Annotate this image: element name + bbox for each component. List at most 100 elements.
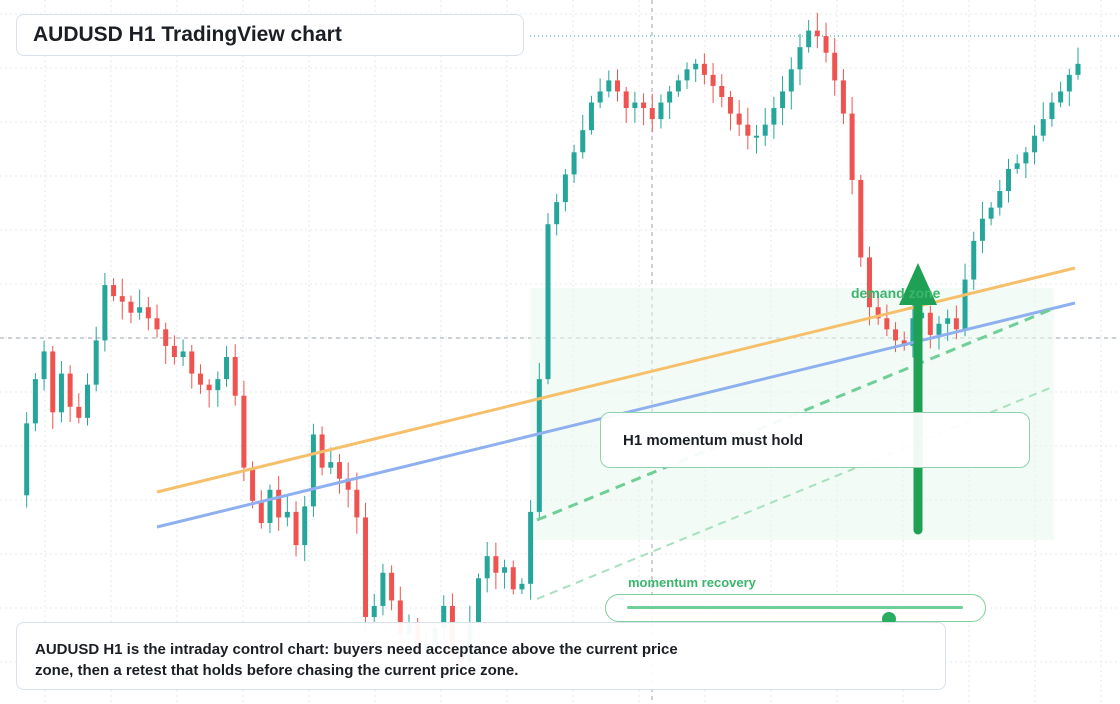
candle-bearish	[858, 179, 864, 258]
candle-bearish	[641, 102, 647, 109]
candle-bullish	[371, 605, 377, 618]
candle-bearish	[258, 500, 264, 523]
candle-bullish	[502, 567, 508, 573]
candle-bearish	[875, 307, 881, 319]
candle-bearish	[927, 312, 933, 335]
candle-bullish	[979, 218, 985, 241]
candle-bearish	[171, 345, 177, 357]
up-arrow-icon	[899, 263, 937, 305]
candle-bullish	[302, 506, 308, 546]
candle-bearish	[615, 80, 621, 92]
candle-bearish	[128, 301, 134, 313]
candle-bullish	[1023, 152, 1029, 164]
candle-bearish	[250, 467, 256, 501]
candle-bullish	[545, 224, 551, 380]
caption-panel: AUDUSD H1 is the intraday control chart:…	[16, 622, 946, 690]
candle-bullish	[571, 152, 577, 175]
candle-bearish	[884, 318, 890, 330]
candle-bullish	[32, 379, 38, 424]
candle-bullish	[24, 423, 30, 496]
candle-bullish	[684, 69, 690, 81]
candle-bearish	[510, 567, 516, 590]
candle-bearish	[649, 108, 655, 120]
candle-bullish	[224, 357, 230, 380]
candle-bearish	[119, 296, 125, 302]
caption-text: AUDUSD H1 is the intraday control chart:…	[35, 641, 678, 679]
candle-bearish	[354, 489, 360, 518]
candle-bearish	[823, 36, 829, 53]
candle-bearish	[145, 307, 151, 319]
candle-bearish	[832, 52, 838, 81]
candle-bullish	[58, 373, 64, 413]
candle-bullish	[328, 462, 334, 468]
candle-bullish	[441, 605, 447, 629]
candle-bullish	[310, 434, 316, 507]
candle-bullish	[1075, 63, 1081, 75]
candle-bullish	[1058, 91, 1064, 103]
momentum-note: H1 momentum must hold	[600, 412, 1030, 468]
candle-bullish	[606, 80, 612, 92]
candle-bullish	[754, 135, 760, 138]
candle-bullish	[658, 102, 664, 120]
candle-bullish	[780, 91, 786, 109]
candle-bullish	[806, 30, 812, 48]
candle-bearish	[710, 74, 716, 86]
candle-bullish	[215, 379, 221, 391]
candle-bullish	[380, 572, 386, 606]
candle-bearish	[814, 30, 820, 37]
candle-bearish	[493, 556, 499, 573]
candle-bullish	[936, 323, 942, 335]
candle-bearish	[866, 257, 872, 308]
candle-bearish	[163, 329, 169, 346]
candle-bullish	[475, 578, 481, 623]
candle-bearish	[67, 373, 73, 407]
candle-bullish	[1049, 102, 1055, 120]
candle-bullish	[554, 202, 560, 225]
candle-bearish	[363, 517, 369, 618]
candle-bearish	[719, 85, 725, 97]
candle-bullish	[284, 511, 290, 518]
candle-bearish	[953, 318, 959, 330]
candle-bearish	[206, 384, 212, 391]
candle-bullish	[675, 80, 681, 92]
candle-bearish	[736, 113, 742, 125]
chart-title: AUDUSD H1 TradingView chart	[16, 14, 524, 56]
candle-bearish	[397, 600, 403, 634]
demand-zone-label: demand zone	[851, 285, 941, 301]
candle-bullish	[771, 108, 777, 125]
candle-bullish	[93, 340, 99, 385]
candle-bullish	[102, 285, 108, 341]
candle-bearish	[50, 351, 56, 413]
candle-bearish	[232, 357, 238, 396]
candle-bearish	[389, 572, 395, 601]
candle-bullish	[267, 489, 273, 523]
candle-bullish	[597, 91, 603, 103]
candle-bullish	[180, 351, 186, 357]
candle-bearish	[840, 80, 846, 114]
candle-bullish	[1032, 135, 1038, 153]
candle-bullish	[588, 102, 594, 131]
candle-bearish	[111, 285, 117, 297]
candle-bullish	[667, 91, 673, 103]
candle-bullish	[41, 351, 47, 380]
candle-bearish	[745, 124, 751, 136]
candle-bullish	[536, 379, 542, 512]
candle-bullish	[1014, 163, 1020, 169]
momentum-recovery-slider[interactable]	[605, 594, 986, 626]
candle-bullish	[910, 318, 916, 346]
candle-bullish	[788, 69, 794, 92]
candle-bearish	[623, 91, 629, 109]
candle-bearish	[293, 511, 299, 546]
candle-bearish	[727, 96, 733, 114]
candle-bearish	[849, 113, 855, 180]
candlestick-series	[24, 12, 1081, 677]
candle-bullish	[693, 63, 699, 70]
candle-bearish	[241, 395, 247, 468]
candle-bullish	[988, 207, 994, 219]
candle-bullish	[762, 124, 768, 136]
candle-bearish	[701, 63, 707, 75]
candle-bullish	[137, 307, 143, 313]
candle-bullish	[997, 191, 1003, 208]
candle-bullish	[580, 130, 586, 153]
candle-bearish	[336, 462, 342, 479]
